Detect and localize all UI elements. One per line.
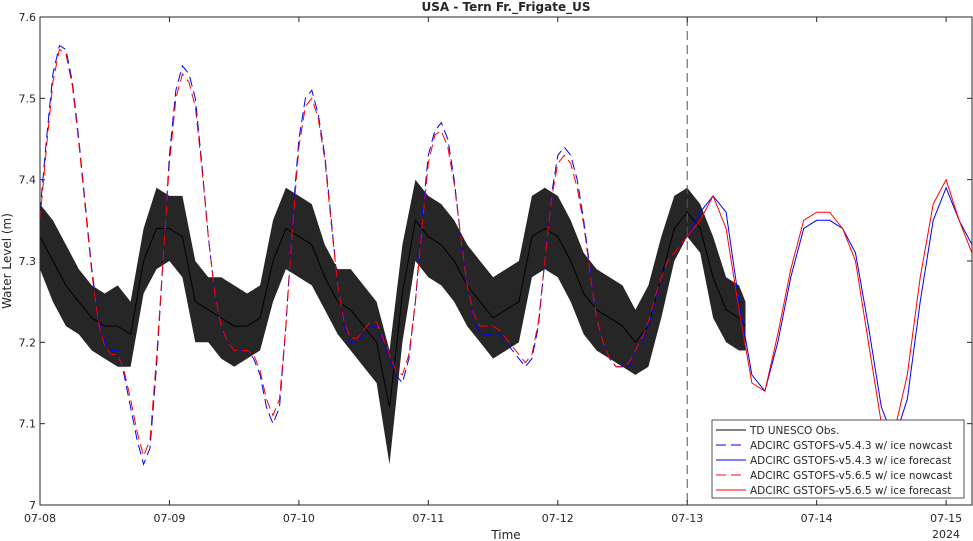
x-axis: 07-08 07-09 07-10 07-11 07-12 07-13 07-14 07-15 — [24, 17, 962, 525]
series-layer — [39, 44, 973, 466]
x-tick-label: 07-15 — [930, 512, 962, 525]
legend-label: ADCIRC GSTOFS-v5.4.3 w/ ice nowcast — [750, 440, 952, 452]
y-tick-label: 7.4 — [19, 174, 37, 187]
legend-items: TD UNESCO Obs. ADCIRC GSTOFS-v5.4.3 w/ ic… — [716, 425, 952, 497]
chart-title: USA - Tern Fr._Frigate_US — [422, 0, 591, 15]
series-line-4 — [686, 178, 973, 433]
x-tick-label: 07-09 — [153, 512, 185, 525]
x-tick-label: 07-12 — [542, 512, 574, 525]
legend-label: ADCIRC GSTOFS-v5.4.3 w/ ice forecast — [750, 455, 951, 467]
series-line-3 — [39, 48, 688, 458]
y-tick-label: 7.2 — [19, 336, 37, 349]
legend-label: ADCIRC GSTOFS-v5.6.5 w/ ice forecast — [750, 485, 951, 497]
x-tick-label: 07-10 — [283, 512, 315, 525]
year-label: 2024 — [932, 528, 960, 541]
legend-box — [711, 419, 965, 499]
legend: TD UNESCO Obs. ADCIRC GSTOFS-v5.4.3 w/ ic… — [711, 419, 965, 499]
y-tick-label: 7.1 — [19, 418, 37, 431]
series-band-obs — [40, 179, 746, 465]
y-axis-label: Water Level (m) — [0, 213, 14, 309]
series-line-0 — [39, 211, 746, 408]
y-tick-label: 7.5 — [19, 92, 37, 105]
x-tick-label: 07-08 — [24, 512, 56, 525]
y-tick-label: 7 — [29, 499, 36, 512]
y-axis: 7 7.1 7.2 7.3 7.4 7.5 7.6 — [19, 11, 972, 512]
y-tick-label: 7.3 — [19, 255, 37, 268]
y-tick-label: 7.6 — [19, 11, 37, 24]
series-line-2 — [686, 186, 973, 442]
series-line-1 — [39, 44, 688, 466]
x-axis-label: Time — [490, 528, 520, 541]
x-tick-label: 07-14 — [801, 512, 833, 525]
x-tick-label: 07-11 — [412, 512, 444, 525]
legend-label: TD UNESCO Obs. — [749, 425, 839, 437]
legend-label: ADCIRC GSTOFS-v5.6.5 w/ ice nowcast — [750, 470, 952, 482]
x-tick-label: 07-13 — [671, 512, 703, 525]
